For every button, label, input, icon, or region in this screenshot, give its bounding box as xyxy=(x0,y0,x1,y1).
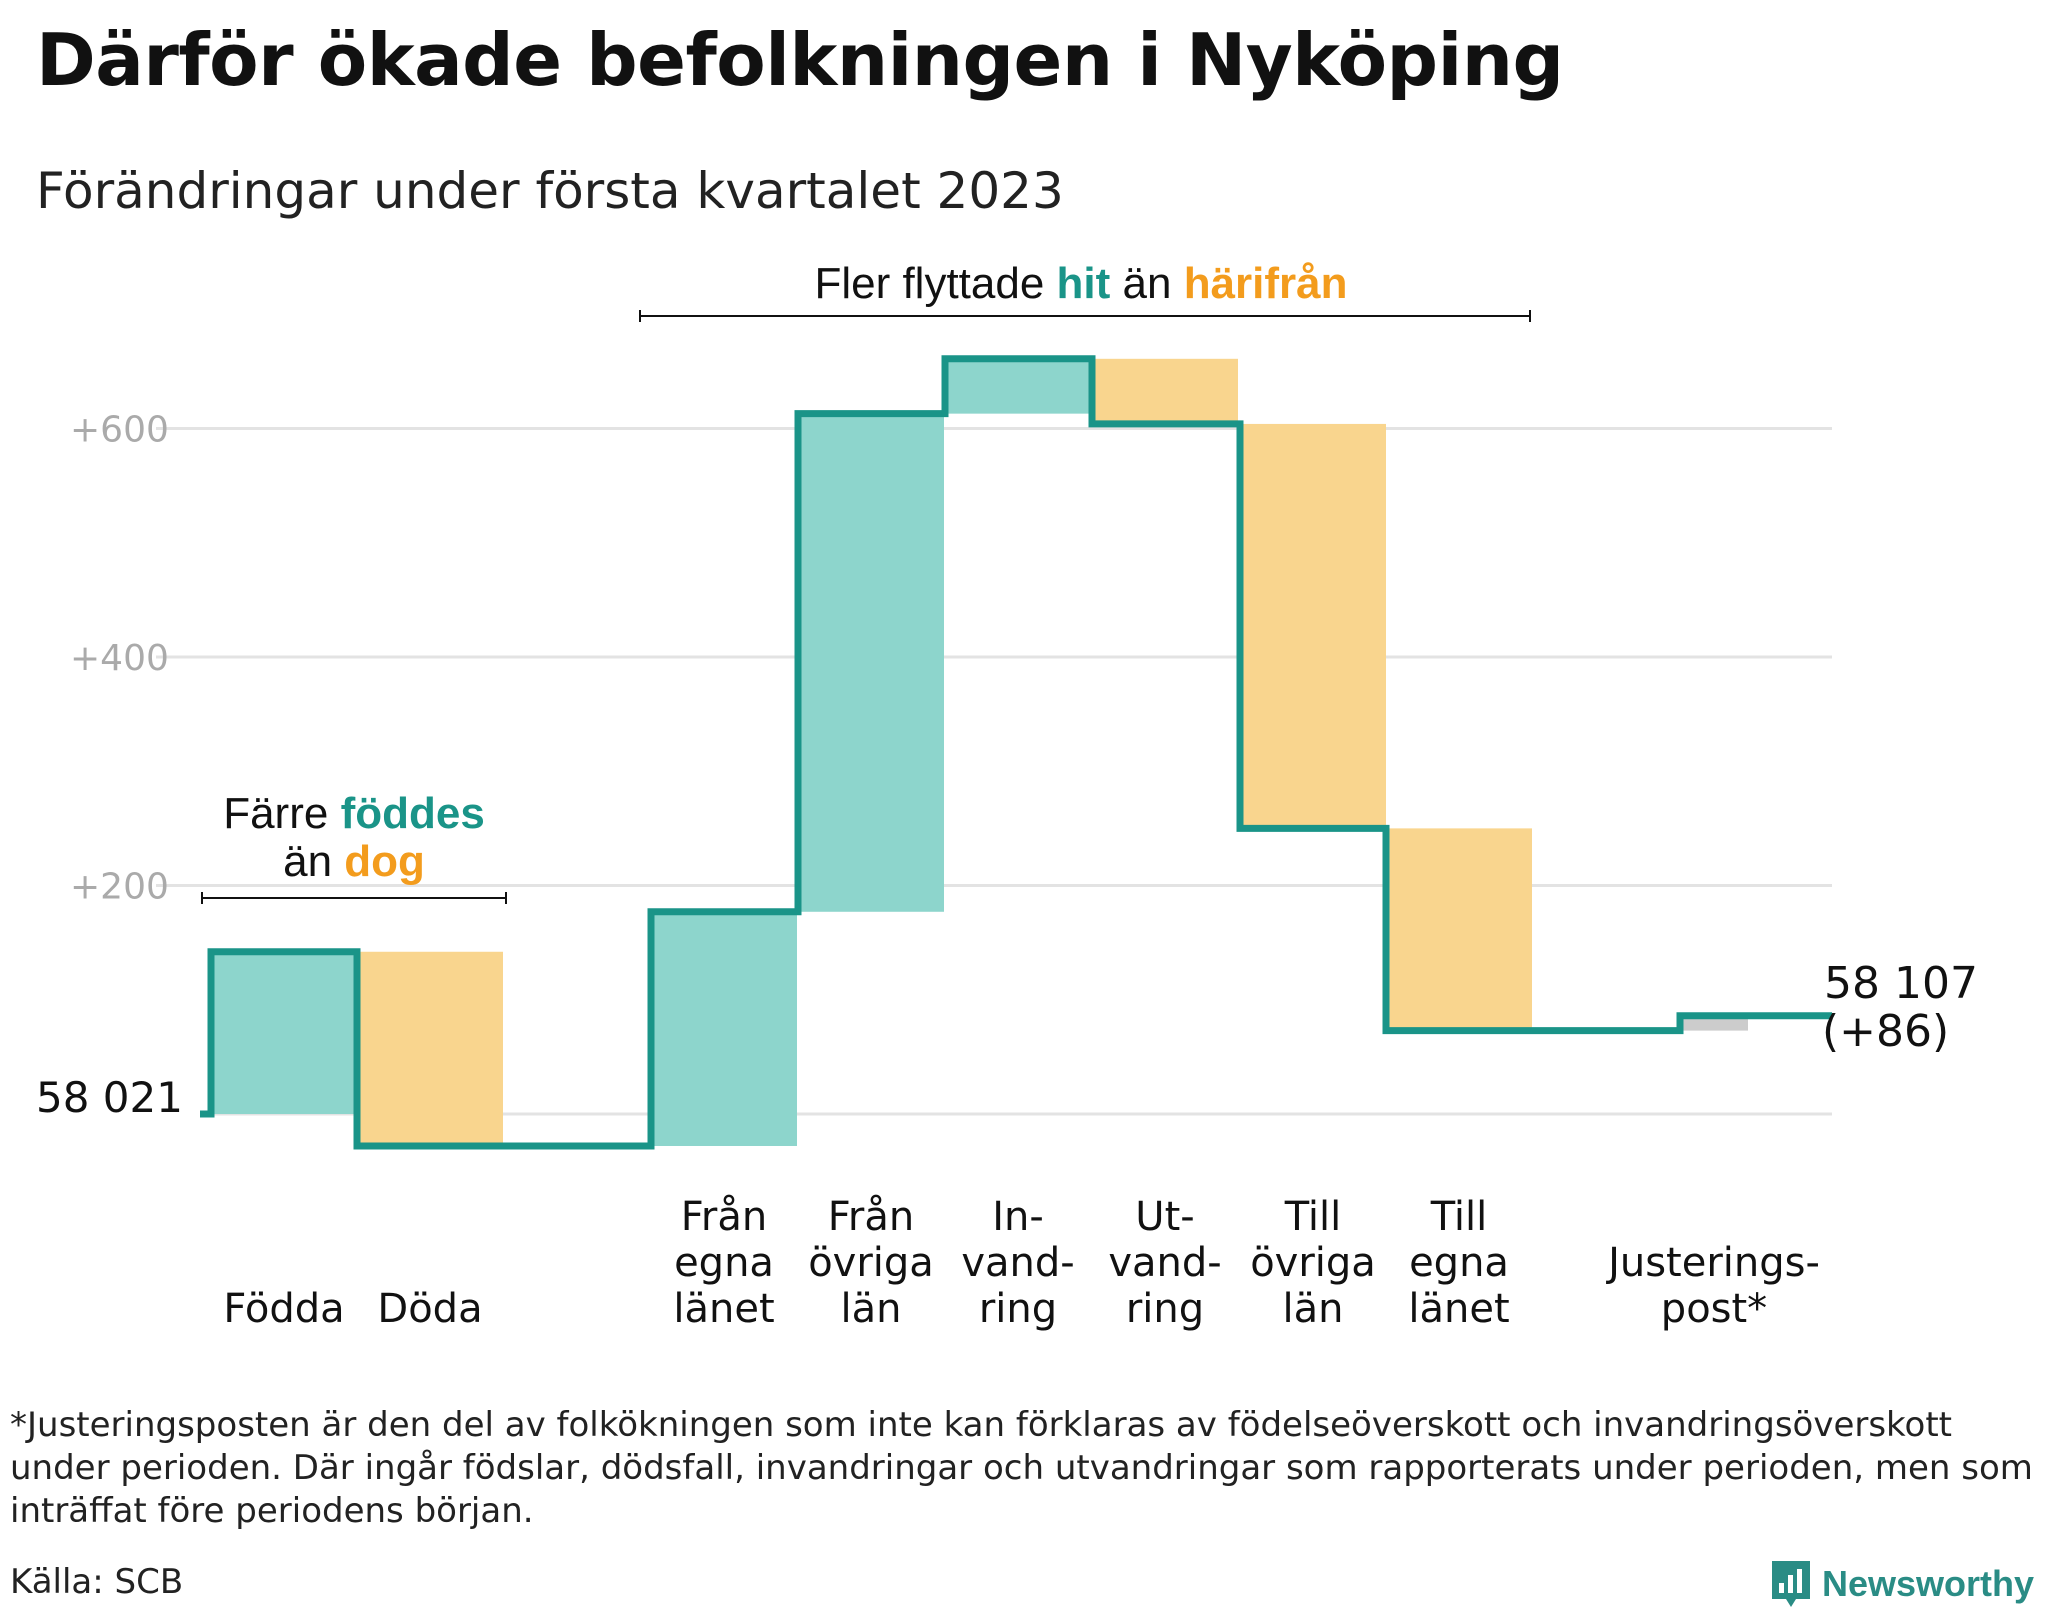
category-label: Justerings- xyxy=(1605,1240,1820,1286)
brand-logo: Newsworthy xyxy=(1770,1556,2034,1612)
footnote: *Justeringsposten är den del av folkökni… xyxy=(10,1405,2033,1531)
y-tick-label: +400 xyxy=(70,638,169,679)
category-label: Till xyxy=(1284,1194,1342,1240)
births-annotation-bracket xyxy=(201,892,507,904)
bar-invandring xyxy=(945,358,1091,414)
category-label: ring xyxy=(1126,1286,1204,1332)
migration-annotation: Fler flyttade hit än härifrån xyxy=(814,259,1347,308)
waterfall-chart: +200+400+600 Födda DödaFrånegnalänetFrånö… xyxy=(36,259,1978,1332)
bar-frånegnalänet xyxy=(651,911,797,1146)
bar-födda xyxy=(211,951,357,1114)
category-label: vand- xyxy=(961,1240,1074,1286)
births-annotation-line1: Färre föddes xyxy=(223,789,485,838)
category-label: Döda xyxy=(377,1286,482,1332)
bar-döda xyxy=(357,951,503,1146)
category-label: länet xyxy=(1408,1286,1509,1332)
bar-tillövrigalän xyxy=(1240,423,1386,829)
bar-justeringspost xyxy=(1680,1015,1748,1031)
category-label: län xyxy=(1283,1286,1344,1332)
births-annotation-line2: än dog xyxy=(283,837,425,886)
deaths-annotation-highlight: dog xyxy=(344,837,425,886)
category-label: Till xyxy=(1430,1194,1488,1240)
migration-annotation-bracket xyxy=(639,310,1531,322)
y-tick-label: +600 xyxy=(70,410,169,451)
category-label: Födda xyxy=(223,1286,344,1332)
births-annotation-prefix: Färre xyxy=(223,789,340,838)
category-label: län xyxy=(841,1286,902,1332)
y-tick-label: +200 xyxy=(70,867,169,908)
category-label: In- xyxy=(992,1194,1044,1240)
end-change-label: (+86) xyxy=(1822,1006,1949,1057)
category-label: övriga xyxy=(1250,1240,1376,1286)
cumulative-step-line xyxy=(200,355,1832,1150)
newsworthy-logo-icon xyxy=(1772,1561,1810,1607)
bar-utvandring xyxy=(1092,358,1238,424)
category-label: egna xyxy=(1409,1240,1509,1286)
category-label: Från xyxy=(828,1194,914,1240)
end-value-label: 58 107 xyxy=(1824,958,1978,1009)
category-label: länet xyxy=(673,1286,774,1332)
bars xyxy=(211,358,1748,1146)
migration-annotation-highlight-hit: hit xyxy=(1057,259,1111,308)
start-value-label: 58 021 xyxy=(36,1073,183,1122)
category-label: Ut- xyxy=(1135,1194,1194,1240)
migration-annotation-middle: än xyxy=(1110,259,1183,308)
births-annotation-highlight: föddes xyxy=(341,789,485,838)
category-label: Från xyxy=(681,1194,767,1240)
category-label: ring xyxy=(979,1286,1057,1332)
category-label: vand- xyxy=(1108,1240,1221,1286)
source-label: Källa: SCB xyxy=(10,1562,184,1602)
chart-title: Därför ökade befolkningen i Nyköping xyxy=(36,18,1564,102)
category-label: post* xyxy=(1661,1286,1767,1332)
chart-subtitle: Förändringar under första kvartalet 2023 xyxy=(36,162,1064,220)
step-line xyxy=(200,355,1832,1150)
migration-annotation-highlight-harifran: härifrån xyxy=(1184,259,1348,308)
brand-name: Newsworthy xyxy=(1822,1563,2035,1604)
category-label: övriga xyxy=(808,1240,934,1286)
bar-tillegnalänet xyxy=(1386,828,1532,1031)
migration-annotation-prefix: Fler flyttade xyxy=(814,259,1056,308)
y-tick-labels: +200 +400 +600 xyxy=(70,410,169,908)
bar-frånövrigalän xyxy=(798,413,944,912)
deaths-annotation-prefix: än xyxy=(283,837,344,886)
category-label: egna xyxy=(674,1240,774,1286)
category-labels: Födda DödaFrånegnalänetFrånövrigalänIn-va… xyxy=(223,1194,1820,1332)
